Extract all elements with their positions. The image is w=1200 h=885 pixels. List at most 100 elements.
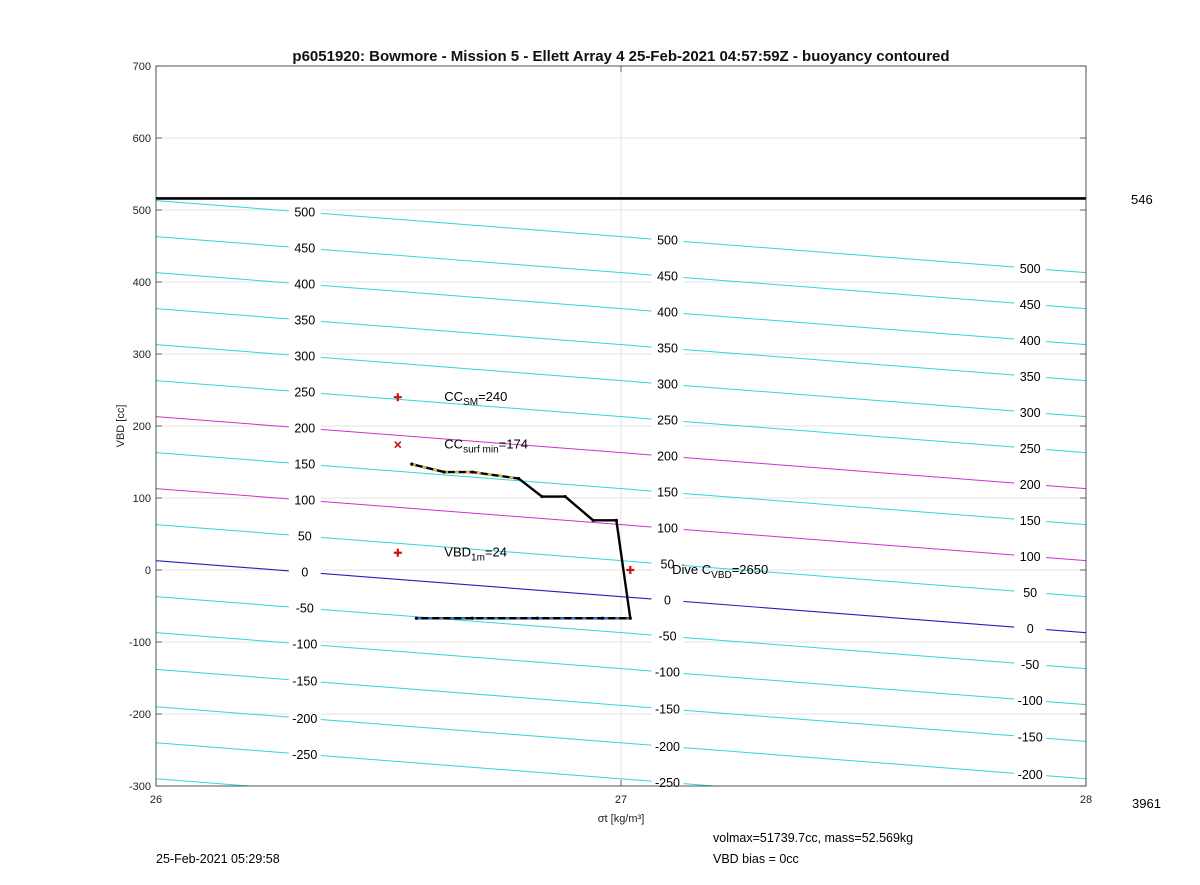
contour-label-bg bbox=[288, 421, 321, 436]
contour-label-bg bbox=[288, 241, 321, 256]
contour-label: 50 bbox=[1023, 586, 1037, 600]
vbd-point bbox=[628, 616, 632, 620]
contour-label-bg bbox=[1014, 405, 1047, 420]
contour-label-bg bbox=[651, 233, 684, 248]
footer-vbd-bias: VBD bias = 0cc bbox=[713, 852, 799, 866]
plus-marker bbox=[393, 548, 402, 557]
contour-label-bg bbox=[1014, 513, 1047, 528]
plus-marker bbox=[393, 393, 402, 402]
contour-label: 500 bbox=[294, 206, 315, 220]
contour-label: -250 bbox=[292, 748, 317, 762]
contour-label: 450 bbox=[1020, 298, 1041, 312]
contour-label-bg bbox=[651, 305, 684, 320]
contour-label-bg bbox=[288, 493, 321, 508]
x-axis-label: σt [kg/m³] bbox=[598, 813, 645, 825]
vbd-point bbox=[414, 616, 418, 620]
contour-label-bg bbox=[651, 557, 684, 572]
contour-label-bg bbox=[651, 485, 684, 500]
vbd-point bbox=[410, 462, 414, 466]
contour-label-bg bbox=[288, 385, 321, 400]
vbd-point bbox=[591, 518, 595, 522]
contour-label: 400 bbox=[294, 278, 315, 292]
contour-label: 500 bbox=[1020, 262, 1041, 276]
x-tick-label: 26 bbox=[150, 794, 162, 806]
contour-label-bg bbox=[651, 449, 684, 464]
y-tick-label: 0 bbox=[145, 565, 151, 577]
contour-label-bg bbox=[1014, 621, 1047, 636]
y-axis-label: VBD [cc] bbox=[115, 405, 127, 448]
contour-label: -200 bbox=[655, 740, 680, 754]
contour-label-bg bbox=[288, 529, 321, 544]
contour-label: -150 bbox=[1018, 731, 1043, 745]
x-marker bbox=[394, 441, 402, 449]
contour-label: 300 bbox=[657, 378, 678, 392]
contour-label-bg bbox=[288, 349, 321, 364]
vbd-trace-samples-dive bbox=[411, 463, 519, 480]
y-tick-label: -300 bbox=[129, 781, 151, 793]
contour-label: 400 bbox=[657, 306, 678, 320]
annotations: CCSM=240 CCsurf min=174 VBD1m=24 Dive CVBD=… bbox=[444, 389, 768, 581]
contour-label: 150 bbox=[1020, 514, 1041, 528]
contour-label: 50 bbox=[298, 530, 312, 544]
contour-label-bg bbox=[1014, 297, 1047, 312]
contour-label: -200 bbox=[292, 712, 317, 726]
contour-label: 250 bbox=[657, 414, 678, 428]
y-tick-label: 100 bbox=[133, 493, 151, 505]
vbd-point bbox=[614, 518, 618, 522]
contour-label: 200 bbox=[1020, 478, 1041, 492]
contour-label: -50 bbox=[658, 630, 676, 644]
contour-label: 250 bbox=[1020, 442, 1041, 456]
vbd-point bbox=[600, 616, 605, 620]
contour-label: 100 bbox=[657, 522, 678, 536]
vbd-point bbox=[470, 470, 474, 474]
contour-label-bg bbox=[288, 457, 321, 472]
contour-label: 300 bbox=[1020, 406, 1041, 420]
contour-label-bg bbox=[651, 377, 684, 392]
contour-label-bg bbox=[288, 711, 321, 726]
contour-label-bg bbox=[288, 313, 321, 328]
contour-label-bg bbox=[651, 593, 684, 608]
contour-label: -150 bbox=[292, 674, 317, 688]
contour-label: -100 bbox=[655, 666, 680, 680]
contour-label-bg bbox=[1014, 657, 1047, 672]
y-tick-label: 600 bbox=[133, 133, 151, 145]
footer-volmax: volmax=51739.7cc, mass=52.569kg bbox=[713, 831, 914, 845]
contour-label: 100 bbox=[1020, 550, 1041, 564]
plus-marker bbox=[626, 566, 635, 574]
contour-label-bg bbox=[651, 521, 684, 536]
y-tick-label: -200 bbox=[129, 709, 151, 721]
annotation-label: CCSM=240 bbox=[444, 389, 507, 408]
contour-label-bg bbox=[1014, 369, 1047, 384]
contour-label-bg bbox=[288, 637, 321, 652]
contour-label-bg bbox=[288, 565, 321, 580]
contour-label-bg bbox=[288, 673, 321, 688]
contour-label: 350 bbox=[657, 342, 678, 356]
contour-label-bg bbox=[1014, 477, 1047, 492]
contour-label-bg bbox=[1014, 549, 1047, 564]
contour-label: 100 bbox=[294, 494, 315, 508]
contour-label: 150 bbox=[294, 458, 315, 472]
contour-label: 450 bbox=[657, 270, 678, 284]
y-tick-label: 300 bbox=[133, 349, 151, 361]
contour-label-bg bbox=[651, 739, 684, 754]
contour-label-bg bbox=[288, 601, 321, 616]
contour-label: 0 bbox=[301, 566, 308, 580]
contour-labels: -250 -200 -150 -100 -50 0 50 100 150 200 250 300 350… bbox=[288, 205, 1047, 790]
contour-label-bg bbox=[651, 629, 684, 644]
contour-label: -150 bbox=[655, 702, 680, 716]
chart-title: p6051920: Bowmore - Mission 5 - Ellett A… bbox=[292, 48, 949, 65]
vbd-point bbox=[563, 494, 567, 499]
annotation-label: VBD1m=24 bbox=[444, 545, 507, 564]
contour-label: 500 bbox=[657, 234, 678, 248]
contour-label: 0 bbox=[664, 594, 671, 608]
contour-label-bg bbox=[1014, 693, 1047, 708]
contour-label-bg bbox=[1014, 333, 1047, 348]
vbd-point bbox=[442, 470, 446, 474]
vbd-point bbox=[535, 616, 539, 620]
x-tick-label: 28 bbox=[1080, 794, 1092, 806]
vbd-point bbox=[540, 494, 544, 499]
vbd-point bbox=[470, 616, 474, 620]
contour-label-bg bbox=[1014, 767, 1047, 782]
y-tick-label: 700 bbox=[133, 61, 151, 73]
